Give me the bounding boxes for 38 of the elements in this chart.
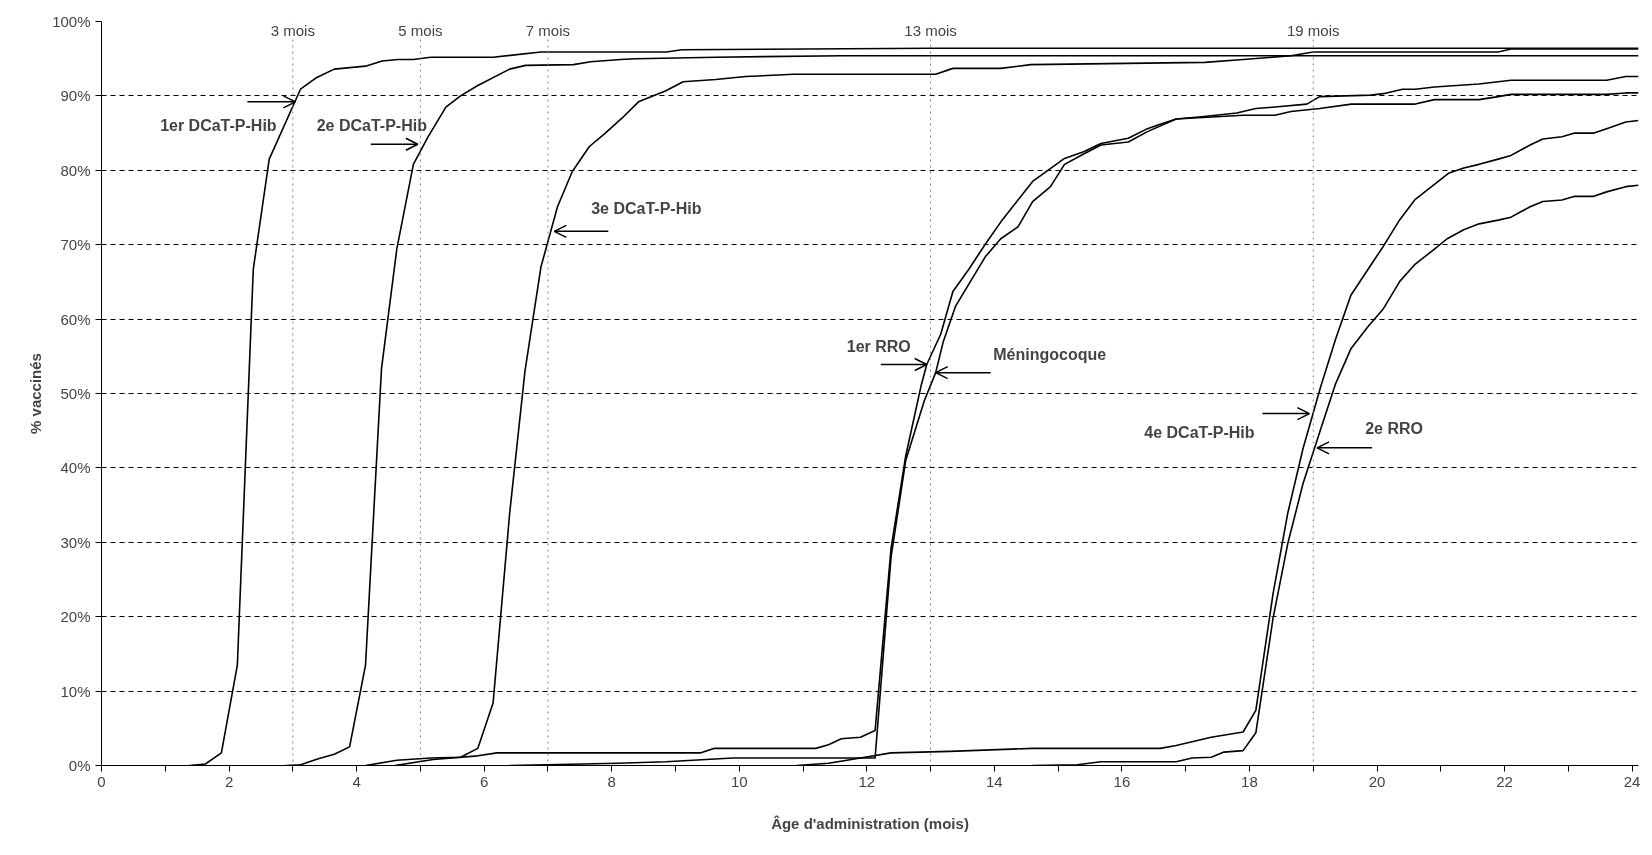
y-tick-label: 70% — [60, 236, 91, 254]
y-tick-label: 80% — [60, 161, 91, 179]
y-tick-label: 50% — [60, 385, 91, 402]
ref-line-label: 7 mois — [525, 21, 571, 39]
x-tick-label: 10 — [730, 772, 748, 790]
ref-line-label: 5 mois — [398, 21, 443, 39]
x-tick-label: 14 — [986, 772, 1003, 790]
y-tick-label: 0% — [68, 757, 91, 774]
y-tick-label: 20% — [60, 608, 91, 626]
x-tick-label: 6 — [479, 772, 489, 790]
annotation: 2e RRO — [1365, 420, 1423, 438]
annotation: 1er RRO — [846, 337, 911, 355]
y-tick-label: 90% — [60, 87, 91, 105]
ref-line-label: 3 mois — [270, 21, 315, 39]
x-tick-label: 12 — [858, 772, 876, 790]
x-tick-label: 24 — [1623, 772, 1641, 790]
annotation: Méningocoque — [993, 346, 1107, 364]
y-tick-label: 60% — [60, 310, 91, 328]
x-axis-title: Âge d'administration (mois) — [771, 814, 969, 832]
x-tick-label: 16 — [1113, 772, 1131, 790]
ref-line-label: 13 mois — [904, 21, 957, 39]
x-tick-label: 20 — [1368, 772, 1386, 790]
x-tick-label: 4 — [352, 772, 361, 790]
y-axis-title: % vaccinés — [27, 353, 45, 434]
x-tick-label: 0 — [97, 772, 106, 790]
annotation: 3e DCaT-P-Hib — [591, 199, 702, 217]
annotation: 1er DCaT-P-Hib — [160, 117, 277, 135]
x-tick-label: 22 — [1496, 772, 1513, 790]
annotation: 4e DCaT-P-Hib — [1144, 424, 1255, 442]
x-tick-label: 18 — [1241, 772, 1258, 790]
x-tick-label: 8 — [607, 772, 616, 790]
annotation: 2e DCaT-P-Hib — [316, 116, 428, 134]
y-tick-label: 40% — [60, 459, 91, 477]
y-tick-label: 10% — [60, 682, 91, 700]
y-tick-label: 30% — [60, 533, 91, 551]
x-tick-label: 2 — [224, 772, 234, 790]
ref-line-label: 19 mois — [1286, 21, 1340, 39]
y-tick-label: 100% — [52, 13, 91, 30]
